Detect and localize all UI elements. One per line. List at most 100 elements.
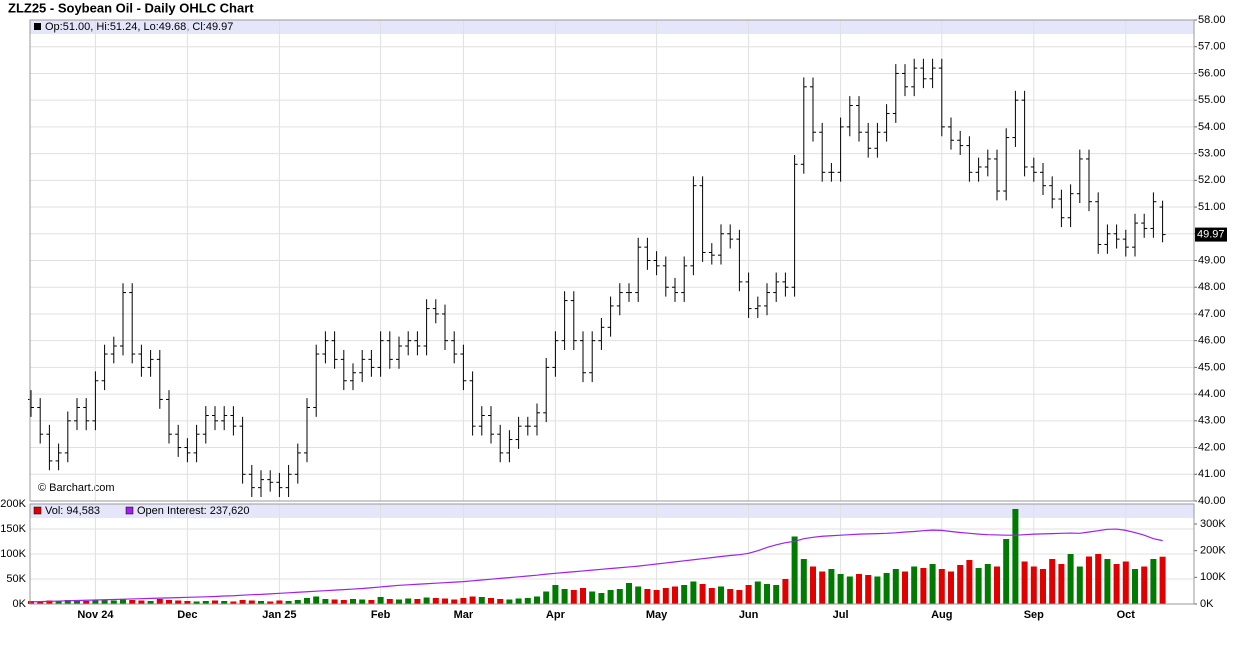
x-tick-label: Apr xyxy=(546,609,566,621)
volume-bar xyxy=(212,600,218,604)
y-tick-label: 49.00 xyxy=(1198,254,1226,266)
volume-bar xyxy=(1003,539,1010,604)
x-tick-label: May xyxy=(646,609,668,621)
y-tick-label: 47.00 xyxy=(1198,308,1226,320)
volume-bar xyxy=(708,588,715,604)
volume-bar xyxy=(1076,566,1083,604)
volume-bar xyxy=(368,600,375,604)
volume-bar xyxy=(350,599,356,604)
volume-bar xyxy=(248,600,255,604)
x-tick-label: Dec xyxy=(177,609,197,621)
volume-bar xyxy=(764,584,770,604)
volume-bar xyxy=(672,586,678,604)
volume-bar xyxy=(883,573,890,604)
volume-bar xyxy=(83,601,90,604)
volume-bar xyxy=(975,568,982,604)
volume-bar xyxy=(322,599,329,604)
volume-bar xyxy=(984,564,991,604)
volume-bar xyxy=(432,598,439,604)
y-tick-label: 54.00 xyxy=(1198,121,1226,133)
volume-bar xyxy=(653,590,660,604)
volume-bar xyxy=(28,601,34,604)
last-price-label: 49.97 xyxy=(1197,228,1225,240)
volume-bar xyxy=(285,601,292,604)
volume-bar xyxy=(635,586,642,604)
y-tick-label: 57.00 xyxy=(1198,41,1226,53)
volume-bar xyxy=(497,599,504,604)
volume-bar xyxy=(810,566,816,604)
volume-bar xyxy=(727,589,734,604)
volume-bar xyxy=(690,581,697,604)
y2-tick-label: 0K xyxy=(1200,598,1214,610)
y-tick-label: 200K xyxy=(0,498,26,510)
legend-swatch xyxy=(33,506,42,515)
volume-bar xyxy=(800,559,807,604)
y-tick-label: 51.00 xyxy=(1198,201,1226,213)
x-tick-label: Jun xyxy=(739,609,759,621)
volume-bar xyxy=(101,600,108,604)
volume-bar xyxy=(1141,566,1148,604)
volume-bar xyxy=(386,599,393,604)
volume-bar xyxy=(92,599,99,604)
volume-bar xyxy=(745,585,752,604)
volume-bar xyxy=(1058,564,1065,604)
volume-bar xyxy=(1159,556,1166,604)
volume-bar xyxy=(626,583,632,604)
y-tick-label: 41.00 xyxy=(1198,468,1226,480)
volume-bar xyxy=(46,600,53,604)
volume-bar xyxy=(469,596,476,604)
volume-bar xyxy=(561,589,568,604)
volume-bar xyxy=(616,589,623,604)
legend-band xyxy=(30,504,1194,518)
volume-bar xyxy=(718,586,724,604)
volume-bar xyxy=(359,599,366,604)
volume-bar xyxy=(570,590,577,604)
volume-bar xyxy=(166,600,172,604)
volume-bar xyxy=(230,601,237,604)
volume-bar xyxy=(782,579,789,604)
volume-bar xyxy=(276,600,283,604)
volume-bar xyxy=(534,596,540,604)
volume-bar xyxy=(607,590,614,604)
volume-bar xyxy=(147,601,154,604)
volume-bar xyxy=(129,600,136,604)
y-tick-label: 40.00 xyxy=(1198,495,1226,507)
volume-bar xyxy=(994,566,1000,604)
volume-bar xyxy=(938,569,945,604)
volume-bar xyxy=(74,600,80,604)
volume-bar xyxy=(681,585,688,604)
volume-bar xyxy=(442,598,448,604)
volume-bar xyxy=(193,601,200,604)
volume-bar xyxy=(460,598,467,604)
volume-bar xyxy=(892,569,899,604)
volume-frame xyxy=(29,503,1195,605)
volume-bar xyxy=(846,576,853,604)
volume-bar xyxy=(55,601,62,604)
volume-bar xyxy=(929,564,936,604)
y-tick-label: 48.00 xyxy=(1198,281,1226,293)
volume-bar xyxy=(239,600,246,604)
y-tick-label: 44.00 xyxy=(1198,388,1226,400)
volume-bar xyxy=(662,588,669,604)
volume-bar xyxy=(1049,559,1056,604)
volume-bar xyxy=(902,571,908,604)
y-tick-label: 52.00 xyxy=(1198,174,1226,186)
volume-bar xyxy=(175,600,182,604)
volume-bar xyxy=(874,576,881,604)
x-tick-label: Aug xyxy=(931,609,952,621)
y-tick-label: 55.00 xyxy=(1198,94,1226,106)
volume-bar xyxy=(340,600,347,604)
volume-bar xyxy=(837,574,844,604)
volume-bar xyxy=(377,597,384,604)
volume-bar xyxy=(1104,559,1111,604)
y-tick-label: 42.00 xyxy=(1198,441,1226,453)
volume-bar xyxy=(184,601,191,604)
volume-bar xyxy=(110,600,117,604)
volume-bar xyxy=(294,600,301,604)
volume-bar xyxy=(221,601,228,604)
y-tick-label: 53.00 xyxy=(1198,148,1226,160)
volume-bar xyxy=(488,598,494,604)
volume-bar xyxy=(451,599,458,604)
